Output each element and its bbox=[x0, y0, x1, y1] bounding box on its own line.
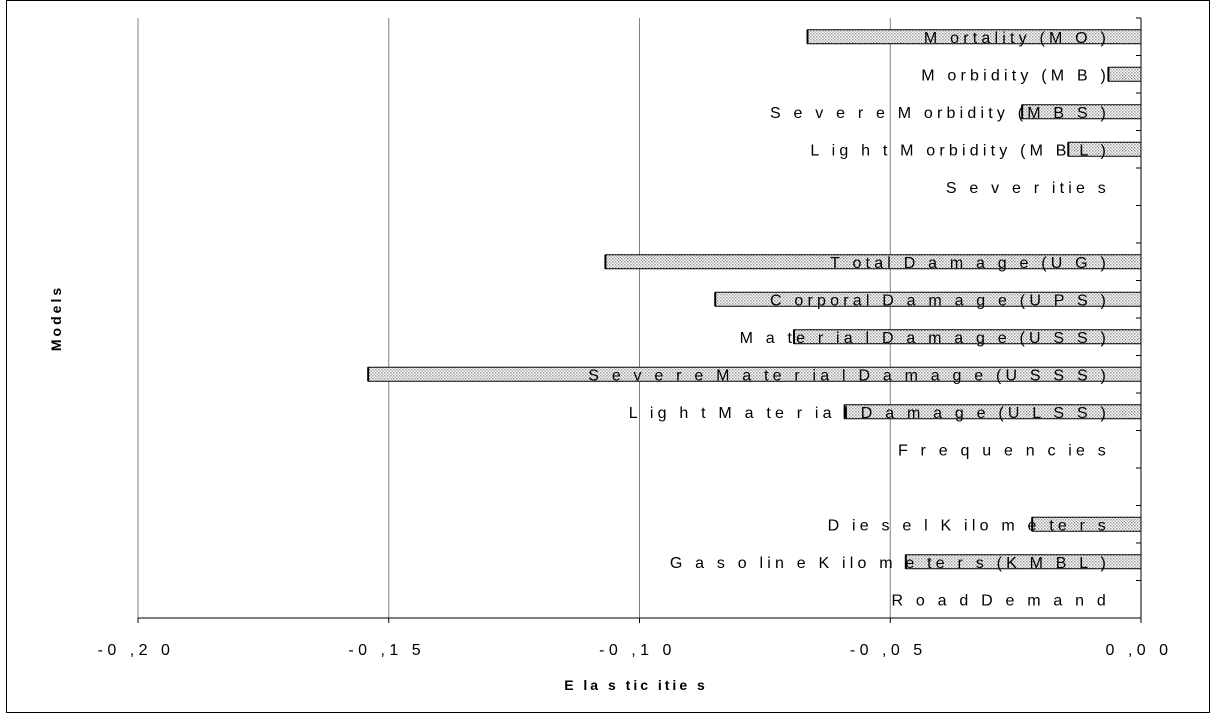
category-labels: M ortality (M O ) M orbidity (M B ) S e v … bbox=[588, 30, 1110, 610]
category-label: R o a d D e m a n d bbox=[891, 592, 1110, 609]
bar bbox=[1107, 66, 1142, 82]
x-tick-label: -0 ,1 0 bbox=[599, 642, 676, 659]
category-label: S e v e r itie s bbox=[946, 180, 1110, 197]
x-tick-label: -0 ,0 5 bbox=[850, 642, 927, 659]
bars bbox=[367, 29, 1142, 570]
x-tick-label: -0 ,1 5 bbox=[348, 642, 425, 659]
category-label: M ortality (M O ) bbox=[924, 30, 1110, 47]
y-axis-title: Models bbox=[48, 285, 64, 351]
category-label: S e v e r e M a te r ia l D a m a g e (U… bbox=[588, 367, 1110, 384]
x-tick-label: -0 ,2 0 bbox=[98, 642, 175, 659]
category-label: G a s o lin e K ilo m e te r s (K M B L … bbox=[670, 555, 1110, 572]
category-label: S e v e r e M orbidity (M B S ) bbox=[770, 105, 1110, 122]
gridlines bbox=[137, 18, 891, 618]
category-label: F r e q u e n c ie s bbox=[898, 442, 1110, 459]
category-label: M orbidity (M B ) bbox=[921, 67, 1110, 84]
x-tick-labels: -0 ,2 0 -0 ,1 5 -0 ,1 0 -0 ,0 5 0 ,0 0 bbox=[98, 642, 1172, 659]
category-label: L ig h t M a te r ia l D a m a g e (U L … bbox=[629, 405, 1110, 422]
x-tick-label: 0 ,0 0 bbox=[1105, 642, 1172, 659]
tick-marks bbox=[137, 17, 1142, 623]
category-label: D ie s e l K ilo m e te r s bbox=[828, 517, 1110, 534]
chart-frame bbox=[6, 0, 1210, 713]
category-label: C orporal D a m a g e (U P S ) bbox=[770, 292, 1110, 309]
category-label: T otal D a m a g e (U G ) bbox=[830, 255, 1110, 272]
x-axis-title: E la s tic itie s bbox=[564, 677, 708, 693]
category-label: M a te r ia l D a m a g e (U S S ) bbox=[740, 330, 1110, 347]
category-label: L ig h t M orbidity (M B L ) bbox=[810, 142, 1110, 159]
